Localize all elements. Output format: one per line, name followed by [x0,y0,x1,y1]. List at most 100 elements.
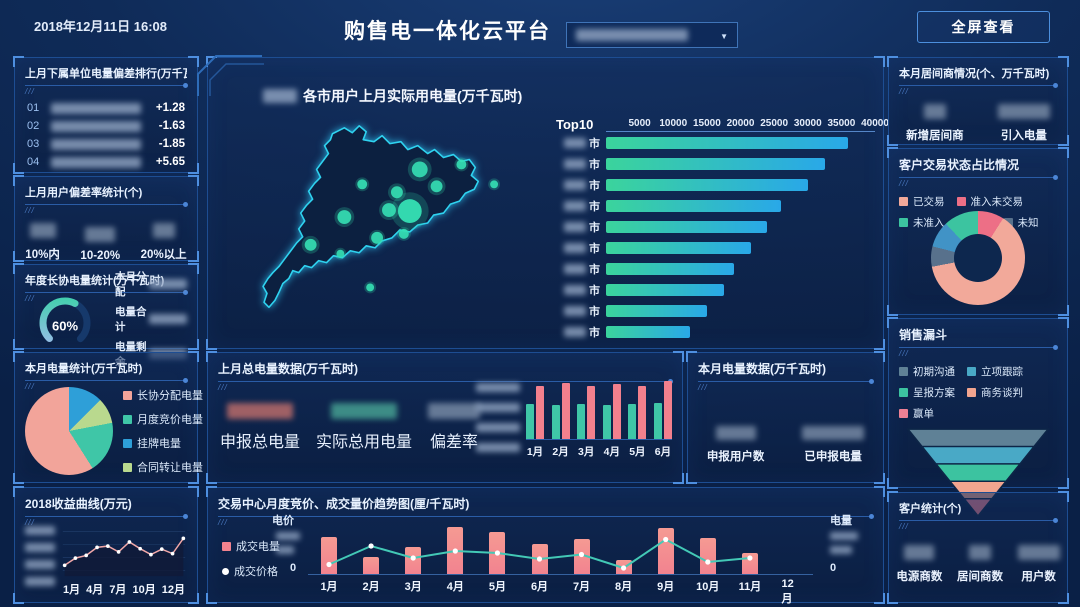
stat-label: 申报用户数 [706,451,765,463]
stat: 已申报电量 [802,426,865,464]
fullscreen-button[interactable]: 全屏查看 [917,11,1050,43]
redacted-tick [25,543,55,552]
bar-group [577,386,596,439]
stat: 申报总电量 [220,403,300,452]
axis-tick: 40000 [861,118,889,129]
bar-group [653,381,672,439]
top10-bar-row: 市 [556,279,875,300]
redacted-value [715,426,756,440]
bar-series-2 [587,386,596,439]
redacted-value [149,314,187,324]
redacted-city-name [564,179,586,190]
redacted-city-name [564,263,586,274]
legend-label: 初期沟通 [913,366,955,378]
bar-group [628,386,647,439]
x-tick: 5月 [629,446,646,458]
stats: 10%内 10-20% 20%以上 [15,223,197,262]
legend: 初期沟通 立项跟踪 呈报方案 商务谈判 赢单 [899,364,1057,421]
x-tick: 7月 [572,581,591,593]
annual-row: 电量合计 [115,304,187,334]
x-tick: 9月 [657,581,675,593]
title-rule [899,518,1058,523]
stat: 居间商数 [957,545,1003,584]
redacted-unit-name [51,156,141,168]
panel-annual-gauge: 年度长协电量统计(万千瓦时) 60% 本月分配 电量合计 电量剩余 [13,263,199,368]
panel-map-top10: 各市用户上月实际用电量(万千瓦时) [197,55,889,350]
volume-bar [363,556,380,574]
top10-header: Top10 5000 10000 15000 20000 25000 30000 35000… [556,114,889,132]
title-rule [698,379,874,384]
legend-dot-marker [222,567,229,575]
legend-label: 未知 [1017,217,1039,229]
panel-title: 销售漏斗 [899,328,948,342]
stat: 电源商数 [896,545,942,584]
x-tick: 4月 [603,446,620,458]
x-tick: 3月 [578,446,595,458]
rank-index: 02 [27,120,40,132]
stat-label: 居间商数 [956,571,1003,583]
legend-label: 准入未交易 [970,196,1024,208]
legend-item: 月度竞价电量 [123,411,203,427]
axis-tick: 15000 [692,118,721,129]
panel-title: 年度长协电量统计(万千瓦时) [25,275,165,287]
top10-bar [606,157,825,170]
redacted-tick [830,532,858,540]
stat-label: 引入电量 [1000,130,1047,142]
legend-swatch [956,197,966,206]
legend-label: 立项跟踪 [981,366,1023,378]
top10-bar [606,262,734,275]
x-tick: 2月 [552,446,569,458]
stat-label: 用户数 [1021,571,1056,583]
title-rule [25,290,188,295]
top10-bar-row: 市 [556,195,875,216]
redacted-city-name [564,305,586,316]
x-tick: 10月 [696,581,720,593]
redacted-tick [25,560,55,569]
panel-title: 本月电量数据(万千瓦时) [698,362,826,376]
org-select-dropdown[interactable] [566,22,738,48]
top10-axis: 5000 10000 15000 20000 25000 30000 35000 40000 [606,115,889,132]
funnel-chart [906,428,1050,518]
slashes-decoration [698,383,873,392]
volume-bar [321,536,337,574]
bar-group [551,383,570,439]
y-axis-ticks [25,526,55,597]
legend: 成交电量 成交价格 [222,538,280,579]
title-rule [218,514,874,519]
right-axis-zero: 0 [830,562,837,574]
title-rule [899,345,1058,350]
legend-label: 月度竞价电量 [137,414,203,426]
redacted-value [1017,545,1060,560]
top10-bar-row: 市 [556,132,875,153]
panel-title: 上月总电量数据(万千瓦时) [218,362,358,376]
x-tick: 5月 [488,581,506,593]
axis-tick: 5000 [628,118,651,129]
redacted-tick [276,546,294,554]
stat: 偏差率 [428,403,481,452]
bar-series-1 [526,404,534,439]
rank-row: 04 +5.65 [27,156,185,168]
redacted-tick [276,532,300,540]
bar-series-1 [577,404,586,439]
panel-title: 本月居间商情况(个、万千瓦时) [899,68,1050,80]
city-suffix: 市 [589,137,600,150]
slashes-decoration [899,87,1057,96]
panel-last-month-total: 上月总电量数据(万千瓦时) 申报总电量 实际总用电量 偏差率 1月 2月 3月 4月 5… [206,351,684,484]
legend-label: 成交电量 [236,541,280,553]
datetime: 2018年12月11日 16:08 [34,19,167,34]
rank-row: 03 -1.85 [27,138,185,150]
city-suffix: 市 [589,263,600,276]
panel-broker: 本月居间商情况(个、万千瓦时) 新增居间商 引入电量 [887,56,1069,146]
top10-bar [606,304,707,317]
stats: 申报总电量 实际总用电量 偏差率 [220,403,481,452]
panel-this-month: 本月电量数据(万千瓦时) 申报用户数 已申报电量 [686,351,885,484]
combo-chart [308,522,813,575]
legend-swatch [123,390,132,400]
axis-tick: 30000 [793,118,822,129]
redacted-value [428,403,481,419]
rank-index: 03 [27,138,40,150]
panel-title: 客户统计(个) [899,503,962,515]
title-rule [25,202,188,207]
legend-item: 初期沟通 [899,364,955,379]
x-tick: 12月 [161,584,185,596]
